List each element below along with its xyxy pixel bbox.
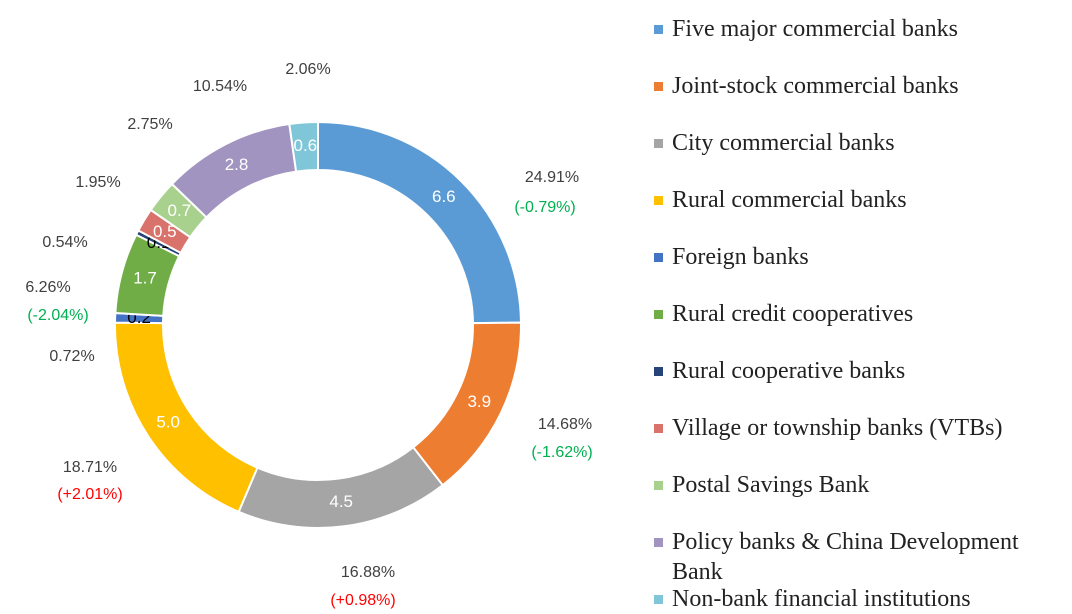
share-label: 14.68% [538, 416, 592, 433]
legend-item: Postal Savings Bank [652, 470, 1070, 500]
share-label: 16.88% [341, 564, 395, 581]
change-label: (+0.98%) [330, 592, 395, 609]
segment-label: 2.8 [225, 155, 249, 174]
donut-segment [288, 120, 319, 173]
legend-label: Rural cooperative banks [672, 358, 906, 384]
legend-swatch [654, 538, 663, 547]
segment-label: 0.6 [294, 136, 318, 155]
legend-label: Rural commercial banks [672, 187, 907, 213]
legend-item: Five major commercial banks [652, 14, 1070, 44]
legend-swatch [654, 595, 663, 604]
share-label: 1.95% [75, 174, 120, 191]
legend-label: Village or township banks (VTBs) [672, 415, 1003, 441]
legend-label: Rural credit cooperatives [672, 301, 914, 327]
legend-swatch [654, 310, 663, 319]
change-label: (-1.62%) [531, 444, 592, 461]
legend-swatch [654, 367, 663, 376]
segment-label: 0.5 [153, 222, 177, 241]
change-label: (-0.79%) [514, 199, 575, 216]
legend-swatch [654, 424, 663, 433]
segment-label: 0.7 [168, 201, 192, 220]
share-label: 2.06% [285, 61, 330, 78]
change-label: (-2.04%) [27, 307, 88, 324]
share-label: 18.71% [63, 459, 117, 476]
legend-label: Joint-stock commercial banks [672, 73, 959, 99]
donut-segment [317, 120, 522, 325]
legend-swatch [654, 481, 663, 490]
legend-item: City commercial banks [652, 128, 1070, 158]
legend-label: Five major commercial banks [672, 16, 958, 42]
donut-segment [114, 321, 259, 514]
legend-swatch [654, 139, 663, 148]
legend-label: City commercial banks [672, 130, 895, 156]
share-label: 24.91% [525, 169, 579, 186]
legend-item: Rural commercial banks [652, 185, 1070, 215]
share-label: 0.72% [49, 348, 94, 365]
share-label: 0.54% [42, 234, 87, 251]
segment-label: 3.9 [467, 392, 491, 411]
legend-swatch [654, 253, 663, 262]
legend-item: Village or township banks (VTBs) [652, 413, 1070, 443]
segment-label: 5.0 [156, 412, 180, 431]
legend-item: Joint-stock commercial banks [652, 71, 1070, 101]
donut-segment [237, 445, 445, 529]
legend-item: Foreign banks [652, 242, 1070, 272]
legend-item: Rural credit cooperatives [652, 299, 1070, 329]
share-label: 10.54% [193, 78, 247, 95]
legend-label: Policy banks & China Development Bank [672, 529, 1019, 585]
legend-swatch [654, 196, 663, 205]
legend-label: Postal Savings Bank [672, 472, 870, 498]
segment-label: 6.6 [432, 187, 456, 206]
share-label: 6.26% [25, 279, 70, 296]
change-label: (+2.01%) [57, 486, 122, 503]
segment-label: 4.5 [329, 492, 353, 511]
legend-item: Rural cooperative banks [652, 356, 1070, 386]
legend-label: Non-bank financial institutions [672, 586, 971, 612]
segment-label: 1.7 [133, 268, 157, 287]
legend-item: Non-bank financial institutions [652, 584, 1070, 614]
legend-label: Foreign banks [672, 244, 809, 270]
legend-item: Policy banks & China Development Bank [652, 527, 1070, 587]
share-label: 2.75% [127, 116, 172, 133]
legend-swatch [654, 25, 663, 34]
legend-swatch [654, 82, 663, 91]
